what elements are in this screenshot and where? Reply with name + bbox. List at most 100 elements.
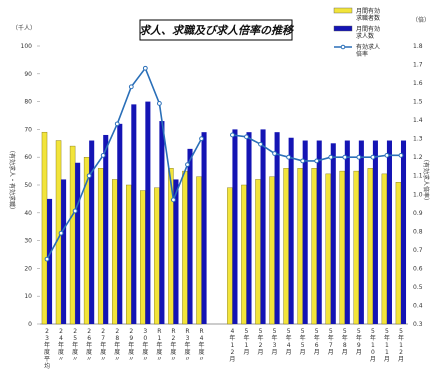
right-tick-label: 1.8 (413, 43, 423, 50)
ratio-point (86, 173, 92, 179)
bar-jobseekers (311, 168, 317, 325)
ratio-point (156, 101, 162, 106)
right-tick-label: 0.7 (413, 247, 423, 254)
ratio-point (44, 256, 50, 262)
bar-job-openings (386, 140, 392, 324)
right-tick-label: 0.9 (413, 210, 423, 217)
bar-job-openings (372, 140, 378, 324)
ratio-line (46, 66, 203, 260)
bar-jobseekers (255, 179, 261, 325)
bar-job-openings (173, 179, 179, 324)
ratio-point (328, 154, 334, 160)
bar-jobseekers (353, 170, 360, 325)
bar-jobseekers (367, 168, 374, 325)
legend-marker (340, 44, 346, 50)
ratio-point (100, 152, 106, 158)
chart-title: 求人、求職及び求人倍率の推移 (139, 24, 295, 37)
bar-layer (41, 101, 407, 325)
bar-jobseekers (111, 179, 118, 325)
ratio-point (384, 152, 390, 158)
left-tick-label: 20 (24, 265, 32, 272)
x-tick-label: 2 5 年度〃 (72, 328, 78, 363)
ratio-point (171, 197, 176, 203)
left-tick-label: 30 (24, 238, 32, 245)
bar-job-openings (288, 137, 294, 324)
ratio-point (272, 151, 277, 156)
bar-job-openings (201, 132, 207, 324)
right-tick-label: 1.7 (413, 62, 423, 69)
bar-jobseekers (154, 187, 160, 325)
bar-jobseekers (269, 176, 275, 325)
right-tick-label: 0.3 (413, 321, 423, 328)
bar-job-openings (47, 198, 53, 324)
x-tick-label: 2 8 年度〃 (114, 328, 120, 363)
ratio-point (128, 84, 134, 90)
legend-label: 月間有効求職者数 (356, 7, 380, 22)
bar-job-openings (103, 134, 109, 324)
ratio-point (300, 158, 306, 164)
bar-jobseekers (69, 145, 76, 325)
bar-job-openings (246, 132, 252, 324)
bar-job-openings (117, 123, 123, 324)
bar-job-openings (187, 148, 193, 324)
bar-jobseekers (241, 184, 247, 325)
left-tick-label: 80 (24, 99, 32, 106)
bar-job-openings (159, 121, 165, 324)
x-axis-labels: 2 3 年度平均 2 4 年度〃 2 5 年度〃 2 6 年度〃 2 7 年度〃 2 8 年度〃 2 9 年度〃 3 0 年度… (44, 328, 404, 370)
legend-swatch (333, 7, 353, 14)
bar-job-openings (400, 140, 407, 324)
bar-jobseekers (283, 168, 289, 325)
bar-jobseekers (41, 131, 48, 325)
bar-job-openings (330, 143, 336, 324)
x-tick-label: 2 6 年度〃 (86, 328, 92, 363)
left-tick-label: 70 (24, 126, 32, 133)
ratio-point (342, 154, 348, 160)
ratio-point (286, 154, 292, 160)
x-tick-label: 2 4 年度〃 (58, 328, 64, 363)
bar-jobseekers (97, 168, 104, 325)
x-tick-label: R 2 年度〃 (170, 328, 176, 363)
bar-job-openings (344, 140, 350, 324)
left-axis: 0 10 20 30 40 50 60 70 80 90 100 (21, 43, 40, 328)
legend-label: 有効求人倍率 (356, 43, 380, 58)
left-axis-title: （有効求人・有効求職） (8, 147, 16, 213)
ratio-point (356, 154, 362, 160)
x-tick-label: 2 7 年度〃 (100, 328, 106, 363)
legend-swatch (333, 25, 353, 32)
bar-job-openings (274, 132, 280, 324)
right-tick-label: 0.6 (413, 265, 423, 272)
right-tick-label: 1.1 (413, 173, 423, 180)
ratio-point (244, 134, 249, 140)
ratio-point (199, 136, 204, 142)
bar-jobseekers (140, 190, 146, 325)
bar-job-openings (131, 104, 137, 324)
bar-jobseekers (297, 168, 303, 325)
left-tick-label: 0 (28, 321, 32, 328)
bar-job-openings (89, 140, 95, 324)
ratio-point (142, 65, 148, 71)
left-tick-label: 100 (21, 43, 33, 50)
left-tick-label: 90 (24, 71, 32, 78)
bar-jobseekers (325, 173, 331, 325)
ratio-point (114, 121, 120, 127)
bar-jobseekers (83, 156, 90, 325)
ratio-point (230, 132, 235, 138)
x-tick-label: 2 9 年度〃 (128, 328, 134, 363)
bar-jobseekers (339, 170, 345, 325)
bar-jobseekers (381, 173, 388, 325)
right-tick-label: 1.5 (413, 99, 423, 106)
left-unit-label: （千人） (12, 24, 36, 32)
